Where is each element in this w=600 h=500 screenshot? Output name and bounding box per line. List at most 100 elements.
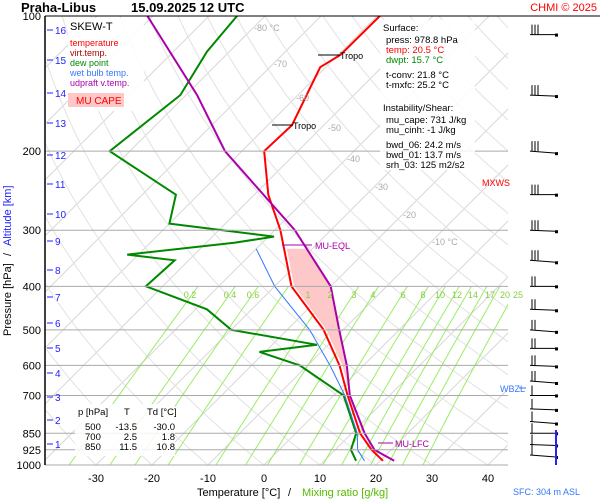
wind-barb <box>530 184 558 197</box>
dry-adiabat <box>264 16 508 278</box>
temperature-tick-label: 10 <box>314 473 326 485</box>
surface-title: Surface: <box>383 23 418 34</box>
series-temperature <box>263 16 384 462</box>
table-cell: 11.5 <box>119 442 137 453</box>
temperature-tick-label: 40 <box>482 473 494 485</box>
x-axis-title: Temperature [°C] / Mixing ratio [g/kg] <box>197 487 388 499</box>
pressure-tick-label: 500 <box>23 325 41 337</box>
altitude-tick-label: 12 <box>55 151 67 162</box>
mixing-ratio-label: 12 <box>452 290 462 300</box>
surface-tmxfc: t-mxfc: 25.2 °C <box>386 80 449 91</box>
dry-adiabat <box>293 16 508 246</box>
tropo-label-upper: Tropo <box>340 51 363 61</box>
temperature-tick-label: 30 <box>426 473 438 485</box>
wind-barb-shaft <box>529 329 557 333</box>
altitude-tick-label: 10 <box>55 210 67 221</box>
station-title: Praha-Libus <box>21 0 96 15</box>
annotations: Tropo Tropo MU-EQL MU-LFC WBZL MXWS SFC:… <box>272 51 580 497</box>
mixing-ratio-label: 0.4 <box>224 290 237 300</box>
wind-barb-station <box>555 347 558 351</box>
altitude-tick-label: 13 <box>55 119 67 130</box>
sfc-label: SFC: 304 m ASL <box>513 487 580 497</box>
wind-barb-shaft <box>529 150 557 154</box>
srh-03-value: srh_03: 125 m2/s2 <box>386 160 465 171</box>
isotherm <box>319 276 508 465</box>
table-row: 850 11.5 10.8 <box>85 442 175 453</box>
x-axis-label-mixing: Mixing ratio [g/kg] <box>302 487 388 499</box>
wind-barb <box>529 319 558 334</box>
credit: CHMI © 2025 <box>530 2 597 14</box>
altitude-tick-label: 9 <box>55 237 61 248</box>
series-wet-bulb-temp <box>255 248 365 462</box>
mixing-ratio-label: 1 <box>305 290 310 300</box>
pressure-tick-label: 700 <box>23 390 41 402</box>
mixing-ratio-label: 4 <box>370 290 375 300</box>
isotherm <box>45 16 378 349</box>
surface-info: Surface: press: 978.8 hPa temp: 20.5 °C … <box>380 20 475 171</box>
wind-barb <box>529 398 558 412</box>
mu-eql-label: MU-EQL <box>315 241 350 251</box>
altitude-tick-label: 16 <box>55 26 67 37</box>
axes: 0.2 0.4 0.6 1 2 3 4 6 8 10 12 14 17 20 251002003004005… <box>17 11 600 485</box>
legend-dew-point: dew point <box>70 58 109 68</box>
wind-barb-station <box>555 230 558 234</box>
altitude-tick-label: 4 <box>55 369 61 380</box>
wind-barb-station <box>555 330 558 334</box>
mxws-label: MXWS <box>482 178 510 188</box>
isotherm-label: -80 °C <box>254 23 280 33</box>
temperature-tick-label: -30 <box>88 473 104 485</box>
y-axis-separator: / <box>2 252 14 256</box>
mu-cape-value: mu_cape: 731 J/kg <box>386 115 466 126</box>
isotherm-label: -20 <box>403 210 416 220</box>
wind-barb-station <box>555 33 558 37</box>
altitude-tick-label: 15 <box>55 56 67 67</box>
temperature-tick-label: 20 <box>370 473 382 485</box>
pressure-tick-label: 400 <box>23 281 41 293</box>
mixing-ratio-label: 8 <box>420 290 425 300</box>
isotherm <box>431 388 508 465</box>
table-cell: 1.8 <box>162 432 175 443</box>
altitude-tick-label: 8 <box>55 266 61 277</box>
wind-barb <box>529 250 558 265</box>
y-axis-label: Pressure [hPa] <box>2 263 14 336</box>
table-header-t: T <box>124 407 130 418</box>
wind-barb-station <box>555 365 558 369</box>
wind-barb-shaft <box>529 259 557 263</box>
wind-barb-station <box>555 285 558 289</box>
bwd-01-value: bwd_01: 13.7 m/s <box>386 150 461 161</box>
altitude-tick-label: 1 <box>55 440 61 451</box>
x-axis-separator: / <box>288 487 292 499</box>
altitude-tick-label: 3 <box>55 393 61 404</box>
surface-tconv: t-conv: 21.8 °C <box>386 70 449 81</box>
isotherm <box>375 332 508 465</box>
wind-barbs <box>529 24 558 465</box>
pressure-tick-label: 100 <box>23 11 41 23</box>
dry-adiabat <box>235 16 508 310</box>
series-group <box>107 16 395 462</box>
temperature-tick-label: -20 <box>144 473 160 485</box>
mixing-ratio-label: 6 <box>400 290 405 300</box>
temperature-tick-label: 0 <box>261 473 267 485</box>
pressure-tick-label: 1000 <box>17 460 41 472</box>
isotherm <box>45 16 266 237</box>
tropo-label-lower: Tropo <box>293 121 316 131</box>
wind-barb-station <box>555 193 558 197</box>
wind-barb <box>530 338 558 351</box>
dry-adiabat <box>177 16 508 376</box>
wind-barb <box>529 299 558 313</box>
isotherm-label: -70 <box>274 59 287 69</box>
table-cell: 10.8 <box>157 442 176 453</box>
legend-mu-cape: MU CAPE <box>76 96 122 107</box>
y-axis-label-altitude: Altitude [km] <box>2 185 14 246</box>
wind-barb-shaft <box>529 454 557 458</box>
altitude-tick-label: 5 <box>55 344 61 355</box>
mu-lfc-label: MU-LFC <box>395 439 429 449</box>
wind-barb-shaft <box>529 229 557 232</box>
altitude-tick-label: 2 <box>55 416 61 427</box>
table-row: 500 -13.5 -30.0 <box>85 422 175 433</box>
wind-barb <box>529 370 558 385</box>
mixing-ratio-label: 0.6 <box>247 290 260 300</box>
wind-barb-station <box>555 152 558 156</box>
legend-updraft: udpraft v.temp. <box>70 78 129 88</box>
